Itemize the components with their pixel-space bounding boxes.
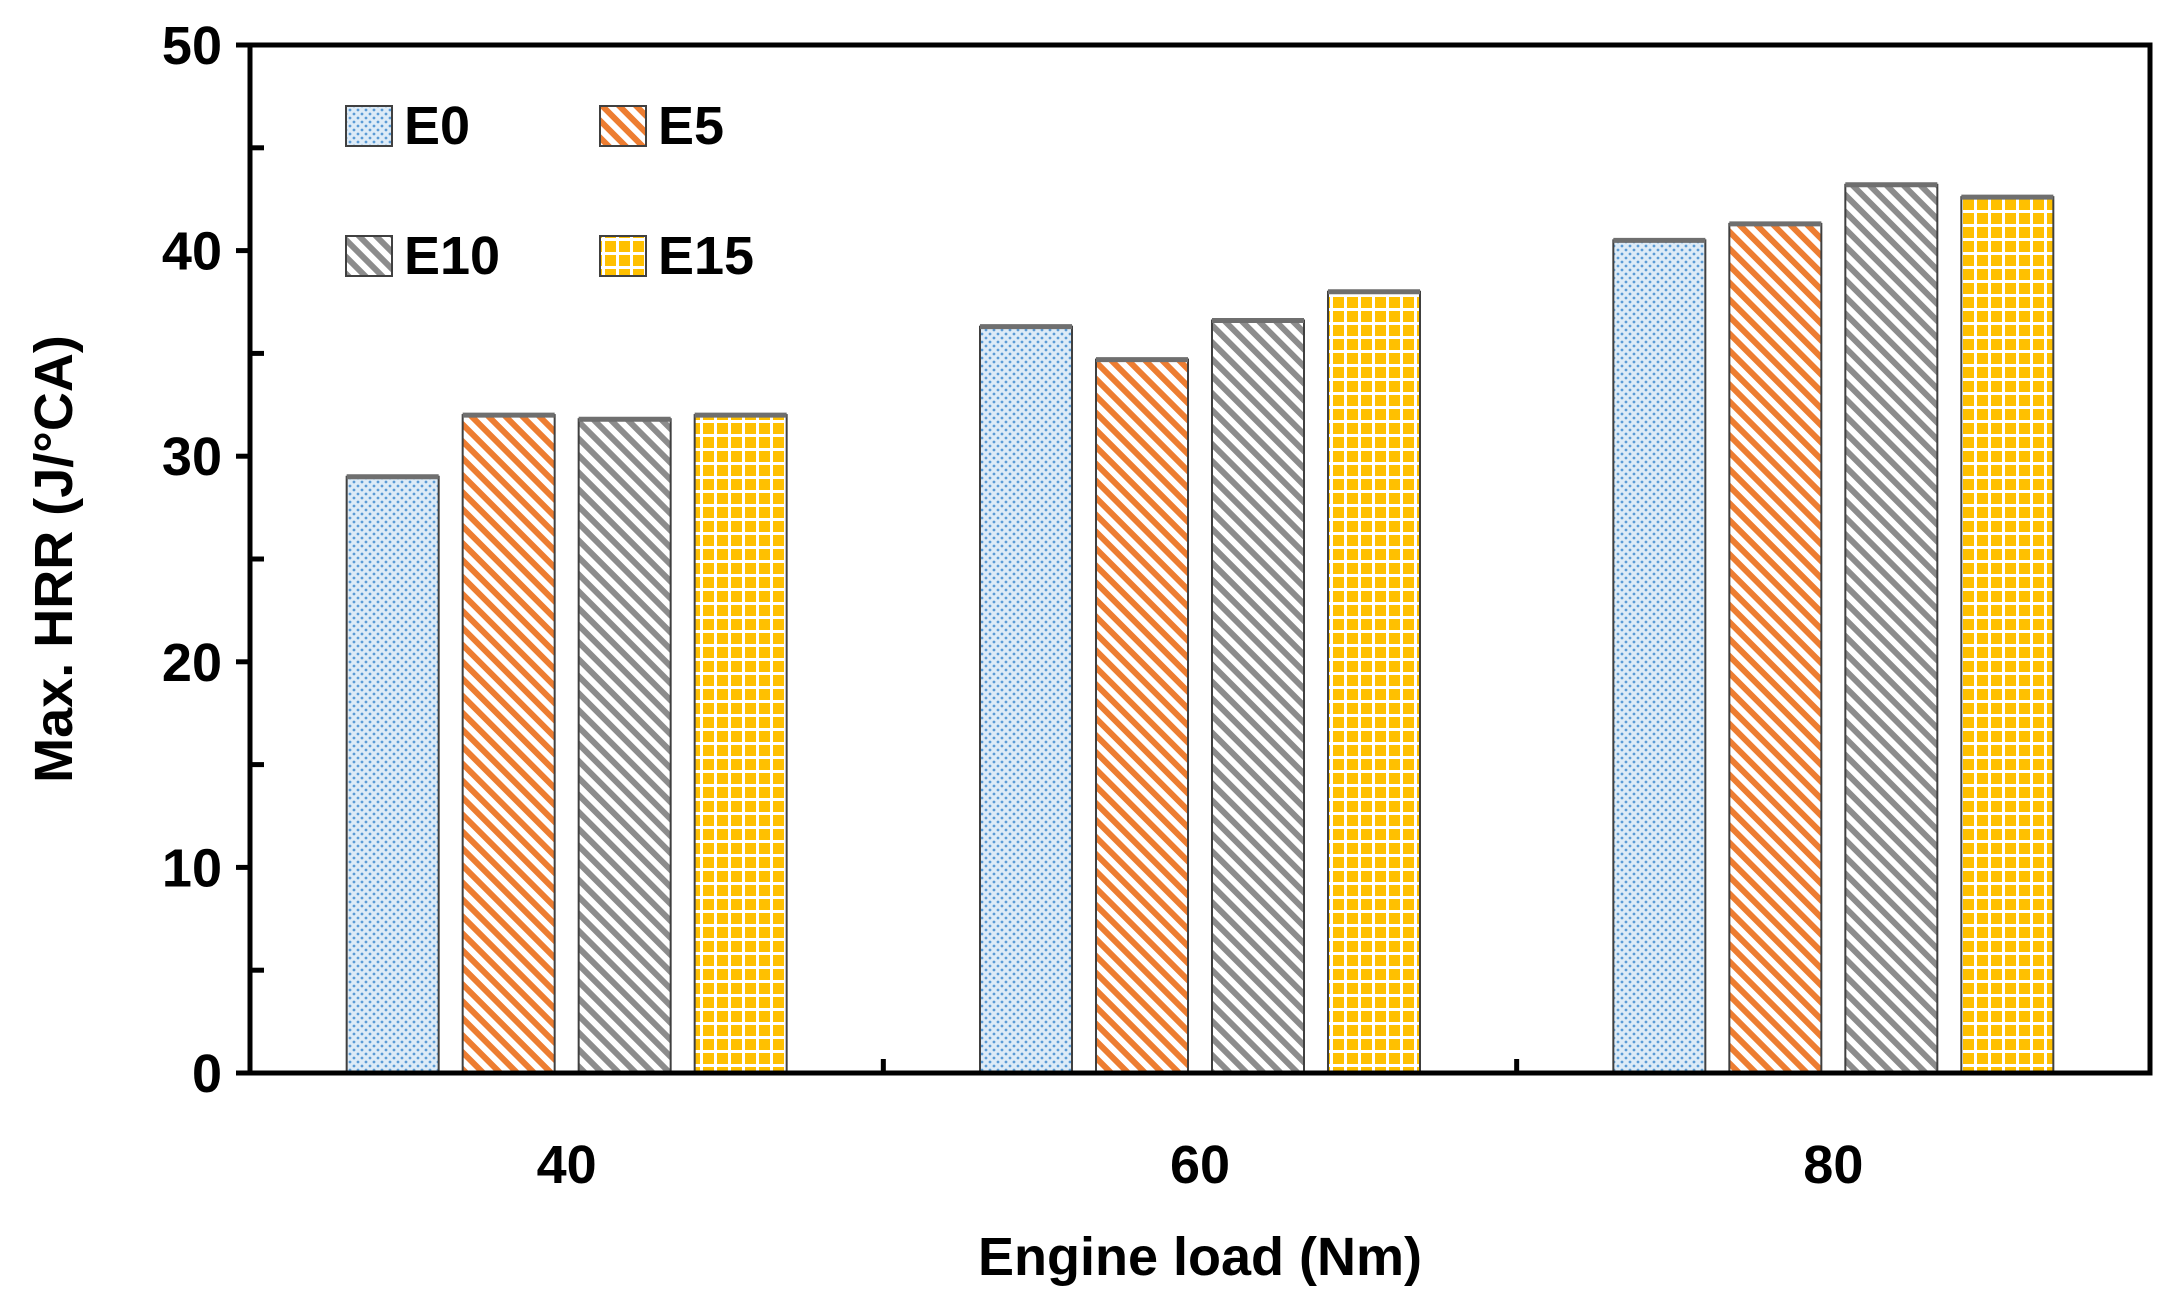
y-tick-label: 40 [162, 222, 222, 282]
y-tick-labels: 0 10 20 30 40 50 [162, 16, 222, 1104]
bar-e0-60 [979, 325, 1073, 1074]
legend-label-e5: E5 [658, 96, 724, 156]
legend-label-e0: E0 [404, 96, 470, 156]
plot-area [250, 45, 2150, 1073]
bar-e0-40 [345, 475, 440, 1074]
bar-e5-80 [1728, 222, 1823, 1074]
bars-layer [345, 182, 2055, 1075]
legend-swatch-e15 [599, 235, 647, 277]
legend-swatch-e0 [345, 105, 393, 147]
legend-item-e0: E0 [345, 96, 470, 156]
bar-e10-80 [1844, 183, 1939, 1075]
legend: E0 E5 E10 E15 [345, 96, 754, 286]
bar-e15-60 [1327, 290, 1421, 1075]
legend-swatch-e10 [345, 235, 393, 277]
y-tick-label: 30 [162, 427, 222, 487]
legend-label-e15: E15 [658, 226, 754, 286]
plot-background [250, 45, 2150, 1073]
bar-e15-40 [693, 414, 788, 1074]
bar-e0-80 [1612, 239, 1707, 1074]
x-tick-label: 40 [537, 1135, 597, 1195]
legend-swatch-e5 [599, 105, 647, 147]
bar-e5-60 [1095, 358, 1189, 1074]
y-tick-label: 50 [162, 16, 222, 76]
bar-e10-40 [577, 418, 672, 1074]
y-tick-label: 0 [192, 1044, 222, 1104]
legend-item-e5: E5 [599, 96, 724, 156]
y-axis-title: Max. HRR (J/°CA) [24, 335, 84, 783]
x-tick-label: 80 [1803, 1135, 1863, 1195]
x-tick-label: 60 [1170, 1135, 1230, 1195]
y-tick-label: 20 [162, 633, 222, 693]
y-tick-label: 10 [162, 838, 222, 898]
legend-item-e10: E10 [345, 226, 500, 286]
bar-e10-60 [1211, 319, 1305, 1074]
bar-e15-80 [1960, 196, 2055, 1075]
x-axis-title: Engine load (Nm) [978, 1227, 1422, 1287]
x-tick-labels: 40 60 80 [537, 1135, 1864, 1195]
legend-item-e15: E15 [599, 226, 754, 286]
bar-e5-40 [461, 414, 556, 1074]
axes-layer [236, 42, 2153, 1076]
legend-label-e10: E10 [404, 226, 500, 286]
